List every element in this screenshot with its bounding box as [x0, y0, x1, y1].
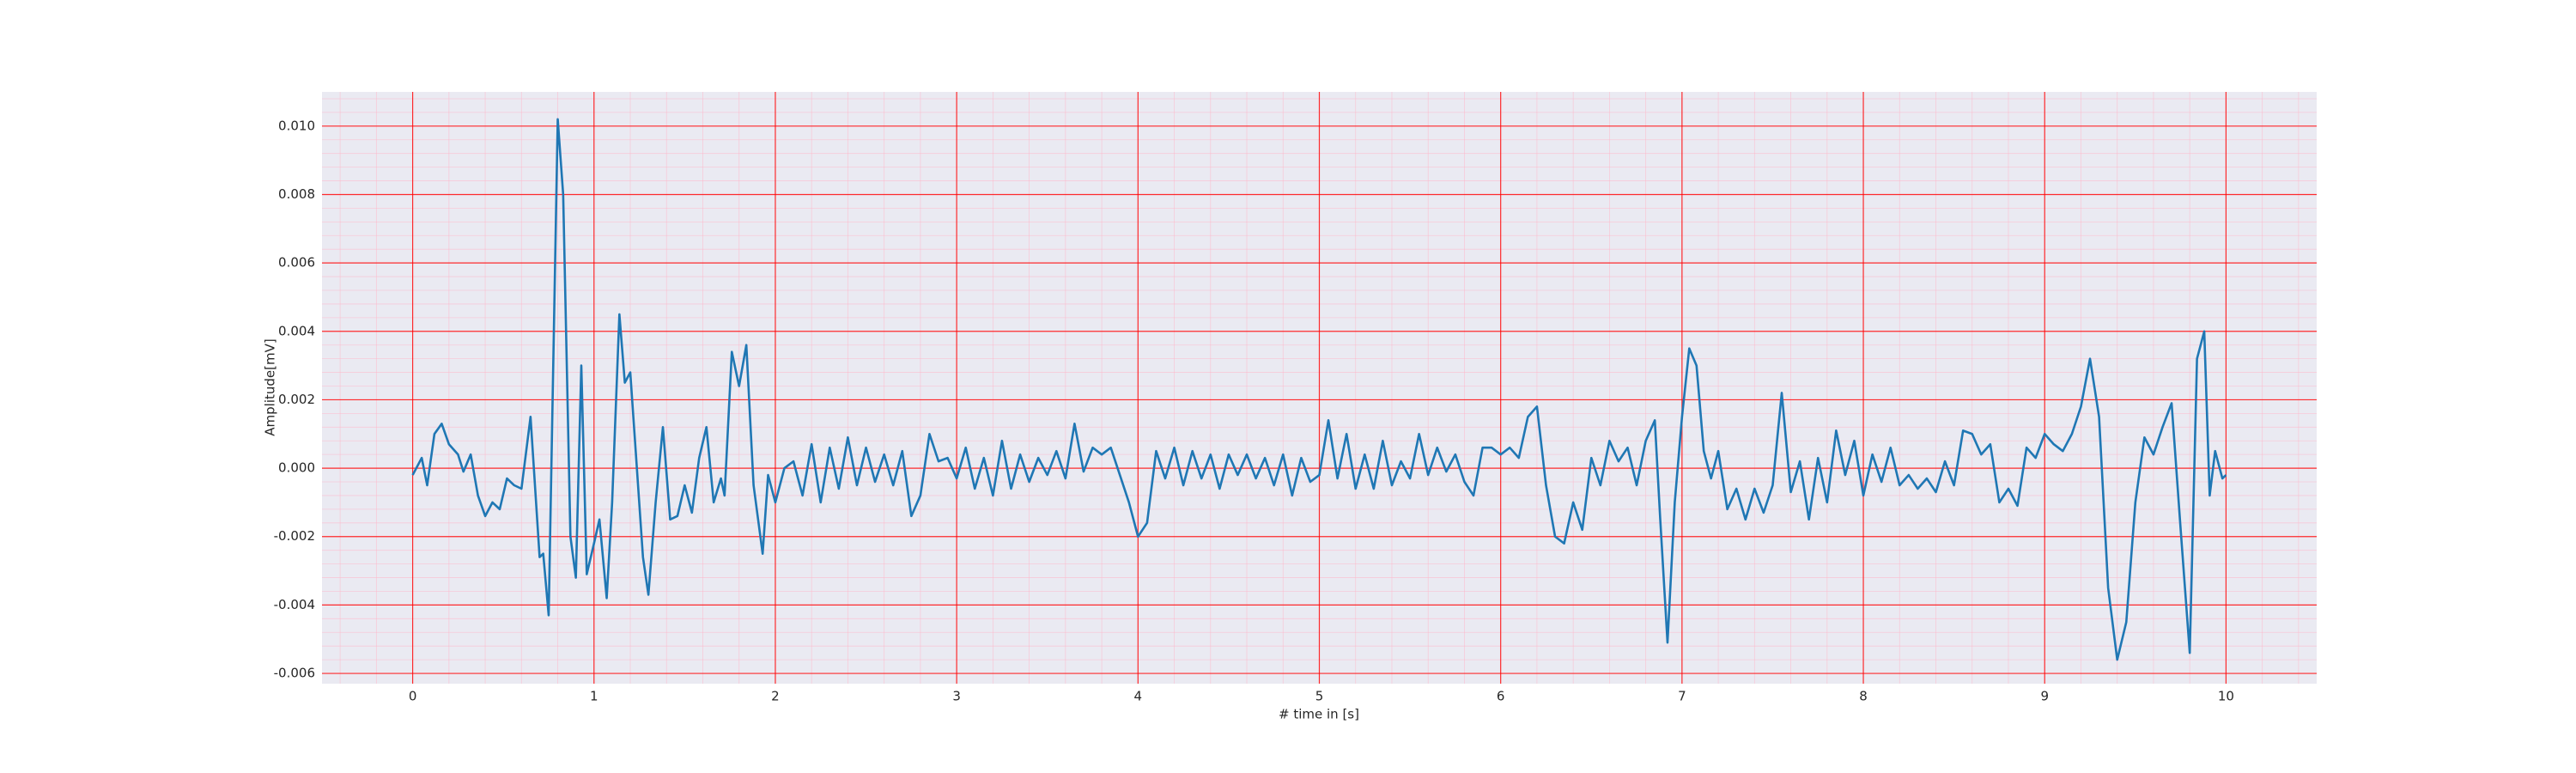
y-tick-label: -0.006 — [274, 666, 315, 681]
x-tick-label: 0 — [409, 689, 417, 704]
line — [411, 118, 2227, 661]
labels: # time in [s] Amplitude[mV] 0 1 2 3 4 5 6 7 8 9 10… — [263, 118, 2234, 721]
y-axis-label: Amplitude[mV] — [263, 338, 278, 435]
x-tick-label: 7 — [1678, 689, 1686, 704]
x-axis-label: # time in [s] — [1279, 707, 1359, 722]
y-tick-label: 0.008 — [278, 186, 315, 202]
y-tick-label: -0.004 — [274, 597, 315, 612]
y-tick-label: 0.010 — [278, 118, 315, 133]
x-tick-label: 9 — [2040, 689, 2049, 704]
x-tick-label: 5 — [1315, 689, 1324, 704]
x-tick-label: 3 — [952, 689, 961, 704]
x-tick-label: 10 — [2218, 689, 2234, 704]
x-tick-label: 6 — [1497, 689, 1505, 704]
y-tick-label: 0.004 — [278, 323, 315, 338]
marks — [411, 118, 2227, 661]
y-tick-label: 0.002 — [278, 392, 315, 407]
y-tick-label: 0.000 — [278, 460, 315, 476]
x-tick-label: 1 — [590, 689, 598, 704]
y-tick-label: -0.002 — [274, 528, 315, 544]
x-tick-label: 8 — [1859, 689, 1868, 704]
x-tick-label: 4 — [1134, 689, 1143, 704]
grid — [322, 92, 2317, 684]
x-tick-label: 2 — [771, 689, 780, 704]
y-tick-label: 0.006 — [278, 255, 315, 271]
